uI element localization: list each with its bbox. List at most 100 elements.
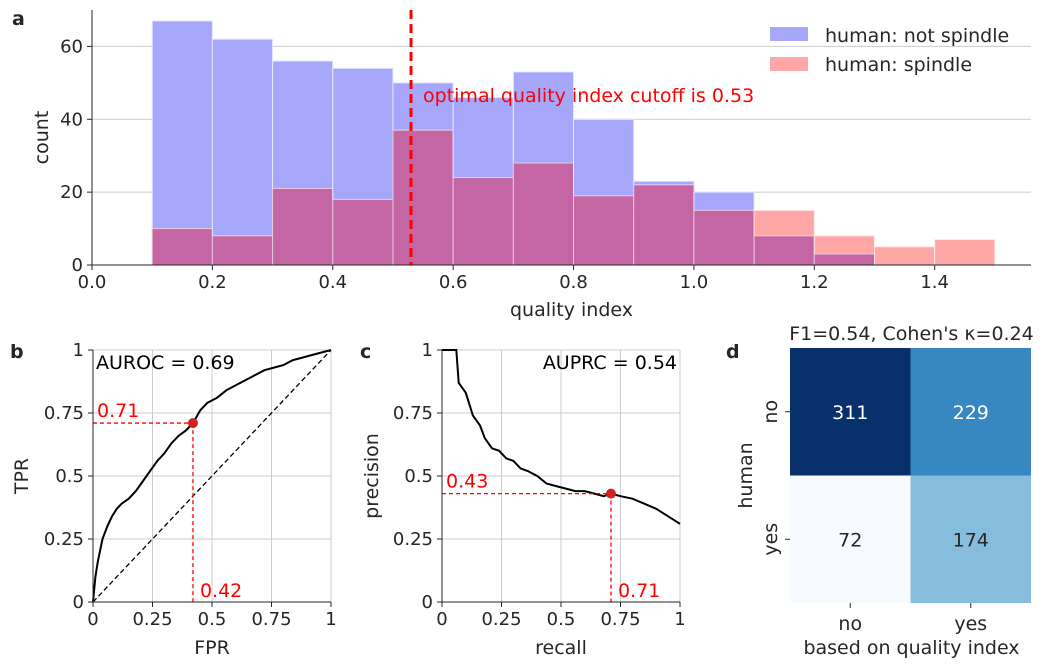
- precision-recall-panel: 0 0.25 0.5 0.75 100.250.50.751 AUPRC = 0.54 …: [361, 340, 686, 659]
- x-axis-label: based on quality index: [803, 637, 1019, 659]
- legend-swatch-spindle: [770, 57, 808, 71]
- bar-spindle: [753, 209, 815, 237]
- y-tick-label: 0: [422, 592, 433, 613]
- legend-label-spindle: human: spindle: [825, 54, 972, 76]
- x-tick-label: 0.4: [318, 272, 347, 293]
- bar-overlap: [151, 228, 213, 266]
- bar-not-spindle: [512, 71, 575, 164]
- y-tick-label: 0.25: [393, 529, 433, 550]
- x-tick-label: 0.25: [132, 609, 172, 630]
- curve: [442, 349, 681, 525]
- y-tick-label: 0: [73, 592, 84, 613]
- auroc-annotation: AUROC = 0.69: [96, 352, 235, 374]
- point-y-label: 0.43: [446, 471, 488, 493]
- x-tick-label: 1: [674, 609, 685, 630]
- y-tick-label: 1: [73, 340, 84, 361]
- x-tick-label: 0.75: [600, 609, 640, 630]
- panel-letter-d: d: [726, 341, 740, 363]
- y-tick-label: 0.75: [44, 403, 84, 424]
- histogram-panel: 0.0 0.2 0.4 0.6 0.8 1.0 1.2 1.4 0 20 40 60 optimal …: [31, 10, 1031, 321]
- chance-line: [92, 349, 332, 603]
- matrix-cell: [910, 348, 1031, 476]
- bar-overlap: [573, 195, 635, 266]
- x-tick-label: 0.75: [251, 609, 291, 630]
- auprc-annotation: AUPRC = 0.54: [543, 352, 677, 374]
- y-tick-label: 0.5: [55, 466, 84, 487]
- bar-overlap: [332, 198, 394, 266]
- y-tick-label: 0.75: [393, 403, 433, 424]
- matrix-cell-value: 72: [838, 529, 862, 551]
- matrix-cell-value: 229: [953, 402, 989, 424]
- y-axis-label: TPR: [11, 458, 33, 495]
- y-tick-label: 60: [60, 36, 83, 57]
- bar-not-spindle: [573, 118, 635, 197]
- bar-overlap: [753, 235, 815, 266]
- operating-point: [187, 418, 198, 429]
- y-tick-label: 0.25: [44, 529, 84, 550]
- y-axis-label: count: [31, 111, 53, 165]
- bar-overlap: [813, 253, 875, 266]
- panel-letter-b: b: [10, 341, 24, 363]
- confusion-matrix-panel: F1=0.54, Cohen's κ=0.24 311 229 72 174 no ye…: [735, 323, 1034, 659]
- x-tick-label: 0.8: [559, 272, 588, 293]
- bar-not-spindle: [272, 60, 334, 189]
- y-tick-label: no: [760, 400, 782, 424]
- bar-spindle: [874, 246, 936, 266]
- panel-letter-c: c: [360, 341, 371, 363]
- bar-not-spindle: [211, 38, 274, 237]
- y-tick-label: 40: [60, 109, 83, 130]
- bar-not-spindle: [452, 96, 514, 179]
- bar-not-spindle: [633, 180, 695, 186]
- x-tick-label: 1.2: [800, 272, 829, 293]
- cutoff-annotation: optimal quality index cutoff is 0.53: [423, 85, 754, 107]
- bar-not-spindle: [392, 82, 454, 131]
- y-tick-label: 0.5: [404, 466, 433, 487]
- bar-overlap: [392, 129, 454, 266]
- x-axis-label: recall: [535, 637, 587, 659]
- bar-overlap: [272, 188, 334, 266]
- bar-overlap: [211, 235, 274, 266]
- matrix-cell-value: 311: [832, 402, 868, 424]
- bar-not-spindle: [151, 20, 213, 230]
- x-tick-label: 0.2: [198, 272, 227, 293]
- x-axis-label: quality index: [510, 299, 633, 321]
- y-tick-label: 1: [422, 340, 433, 361]
- x-tick-label: yes: [954, 613, 987, 635]
- x-tick-label: 0.5: [198, 609, 227, 630]
- x-tick-label: 0: [87, 609, 98, 630]
- x-tick-label: 1: [325, 609, 336, 630]
- y-tick-label: 0: [72, 255, 83, 276]
- x-tick-label: no: [838, 613, 862, 635]
- roc-panel: 0 0.25 0.5 0.75 100.250.50.751 AUROC = 0.69 …: [11, 340, 337, 659]
- bar-overlap: [633, 184, 695, 266]
- bar-overlap: [693, 209, 755, 266]
- legend: human: not spindle human: spindle: [770, 25, 1009, 76]
- bar-spindle: [934, 239, 996, 266]
- bar-overlap: [452, 177, 514, 266]
- x-tick-label: 0.0: [78, 272, 107, 293]
- x-tick-label: 0: [436, 609, 447, 630]
- curve: [92, 349, 332, 603]
- y-axis-label: human: [735, 442, 757, 508]
- bar-spindle: [813, 235, 875, 255]
- panel-letter-a: a: [12, 8, 25, 30]
- y-axis-label: precision: [361, 433, 383, 519]
- x-axis-label: FPR: [194, 637, 230, 659]
- matrix-cell-value: 174: [953, 529, 989, 551]
- bar-not-spindle: [693, 191, 755, 211]
- point-x-label: 0.42: [200, 580, 242, 602]
- x-tick-label: 1.0: [680, 272, 709, 293]
- confusion-matrix-title: F1=0.54, Cohen's κ=0.24: [789, 323, 1034, 345]
- point-x-label: 0.71: [618, 580, 660, 602]
- matrix-cell: [910, 475, 1031, 603]
- legend-swatch-not-spindle: [770, 27, 808, 41]
- matrix-cell: [790, 348, 911, 476]
- legend-label-not-spindle: human: not spindle: [825, 25, 1009, 47]
- matrix-cell: [790, 475, 911, 603]
- bar-overlap: [512, 162, 575, 266]
- x-tick-label: 1.4: [920, 272, 949, 293]
- x-tick-label: 0.6: [439, 272, 468, 293]
- y-tick-label: 20: [60, 182, 83, 203]
- x-tick-label: 0.5: [547, 609, 576, 630]
